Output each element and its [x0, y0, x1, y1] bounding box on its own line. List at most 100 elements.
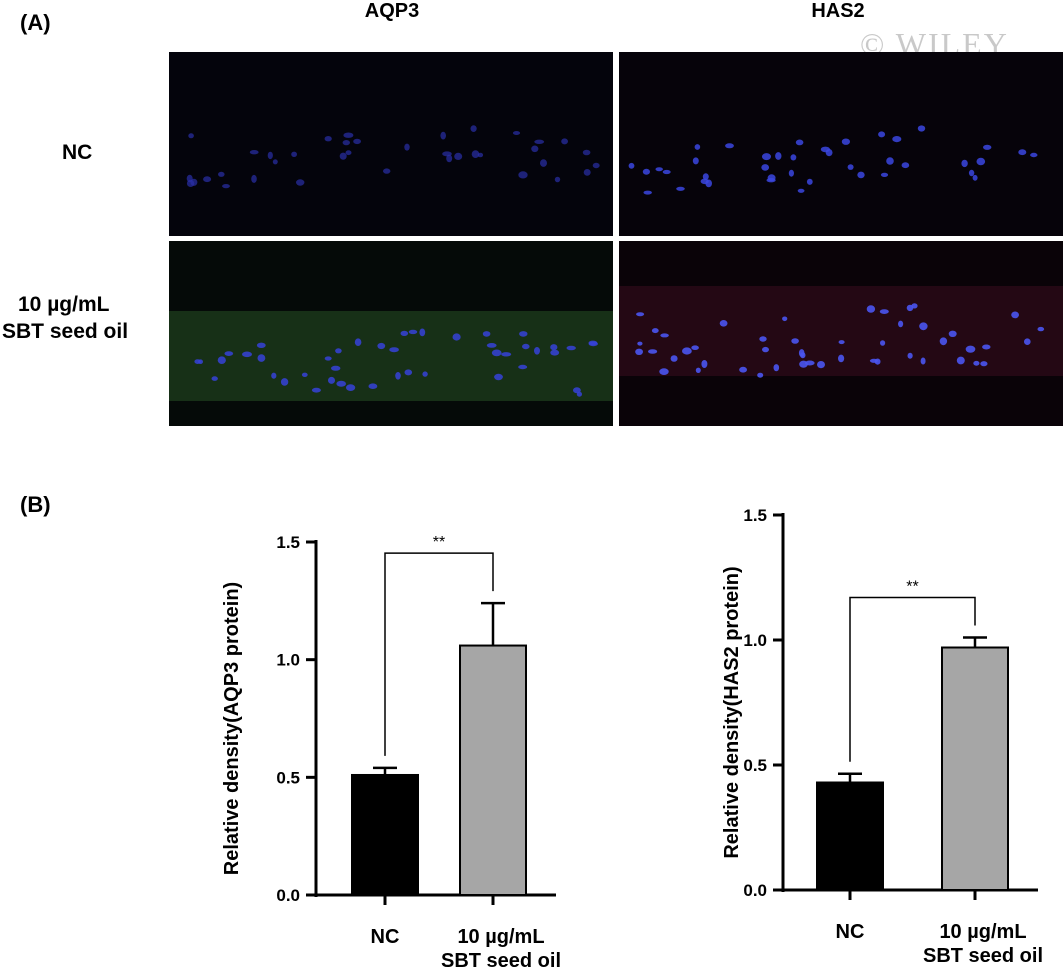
nucleus — [920, 357, 926, 365]
nucleus — [583, 169, 591, 176]
micrograph-treatment-aqp3 — [169, 241, 613, 426]
nucleus — [866, 305, 876, 313]
column-title-has2: HAS2 — [811, 0, 865, 22]
nucleus — [759, 336, 767, 342]
nucleus — [1024, 338, 1031, 345]
nucleus — [404, 143, 410, 151]
nucleus — [328, 376, 335, 384]
nucleus — [636, 312, 645, 317]
nucleus — [256, 342, 266, 348]
nucleus — [773, 364, 780, 372]
y-tick-label: 0.5 — [276, 768, 300, 787]
nucleus — [879, 309, 889, 314]
nucleus — [389, 347, 399, 353]
nucleus — [682, 347, 692, 355]
nucleus — [188, 133, 194, 139]
nucleus — [343, 132, 354, 138]
nucleus — [886, 157, 894, 165]
nucleus — [939, 337, 948, 346]
nucleus — [880, 340, 886, 346]
nucleus — [790, 154, 797, 161]
nucleus — [342, 140, 350, 146]
nucleus — [642, 168, 650, 175]
nucleus — [271, 372, 277, 379]
nucleus — [592, 162, 600, 169]
nucleus — [880, 172, 889, 177]
nucleus — [446, 154, 453, 163]
nucleus — [186, 179, 195, 187]
nucleus — [782, 316, 788, 322]
nucleus — [651, 328, 659, 334]
nucleus — [791, 338, 799, 344]
nucleus — [1018, 149, 1027, 156]
nucleus — [961, 159, 968, 168]
nucleus — [762, 346, 769, 353]
nucleus — [983, 144, 992, 150]
nucleus — [336, 380, 346, 387]
nucleus — [486, 343, 497, 348]
panel-b-label: (B) — [20, 492, 51, 517]
nucleus — [296, 179, 305, 186]
y-tick-label: 0.5 — [743, 756, 767, 775]
nucleus — [249, 150, 259, 155]
nucleus — [761, 164, 770, 171]
nucleus — [554, 176, 561, 183]
column-title-aqp3: AQP3 — [364, 0, 420, 22]
nucleus — [956, 356, 965, 365]
x-tick-label: 10 µg/mL — [939, 921, 1026, 943]
nucleus — [817, 361, 825, 369]
nucleus — [311, 387, 321, 393]
nucleus — [874, 358, 881, 365]
nucleus — [965, 345, 976, 353]
panel-a-label: (A) — [20, 10, 51, 35]
nucleus — [857, 171, 865, 179]
nucleus — [501, 352, 512, 357]
significance-marker: ** — [906, 579, 918, 596]
nucleus — [400, 330, 409, 336]
x-tick-label: SBT seed oil — [923, 945, 1043, 967]
nucleus — [345, 150, 352, 156]
micrograph-treatment-has2 — [619, 241, 1063, 426]
nucleus — [582, 149, 591, 156]
nucleus — [719, 320, 728, 327]
nucleus — [976, 157, 986, 166]
bar — [351, 773, 419, 897]
nucleus — [242, 351, 252, 358]
nucleus — [280, 378, 289, 386]
nucleus — [353, 138, 361, 145]
y-tick-label: 1.5 — [276, 533, 300, 552]
nucleus — [628, 162, 635, 169]
nucleus — [561, 138, 568, 145]
nucleus — [211, 376, 218, 381]
y-tick-label: 1.0 — [276, 651, 300, 670]
x-tick-label: NC — [371, 926, 400, 948]
nucleus — [906, 304, 914, 312]
chart-aqp3: 0.0 0.5 1.0 1.5 Relative density(AQP3 protei… — [221, 533, 561, 972]
y-tick-label: 0.0 — [276, 886, 300, 905]
y-tick-label: 1.5 — [743, 506, 767, 525]
bar — [941, 646, 1009, 891]
nucleus — [878, 131, 886, 138]
y-tick-label: 0.0 — [743, 881, 767, 900]
nucleus — [339, 152, 347, 160]
nucleus — [980, 361, 988, 367]
nucleus — [198, 359, 203, 364]
nucleus — [655, 167, 663, 172]
nucleus — [267, 151, 273, 160]
nucleus — [847, 164, 854, 170]
nucleus — [820, 146, 830, 153]
nucleus — [203, 176, 212, 183]
nucleus — [982, 344, 991, 350]
nucleus — [701, 360, 708, 368]
nucleus — [841, 138, 850, 145]
nucleus — [695, 367, 701, 373]
nucleus — [222, 184, 230, 189]
nucleus — [550, 349, 560, 356]
significance-marker: ** — [433, 534, 445, 551]
nucleus — [968, 169, 975, 177]
nucleus — [518, 171, 528, 179]
nucleus — [648, 349, 658, 354]
x-tick-label: NC — [836, 921, 865, 943]
nucleus — [419, 328, 426, 337]
nucleus — [797, 188, 805, 193]
